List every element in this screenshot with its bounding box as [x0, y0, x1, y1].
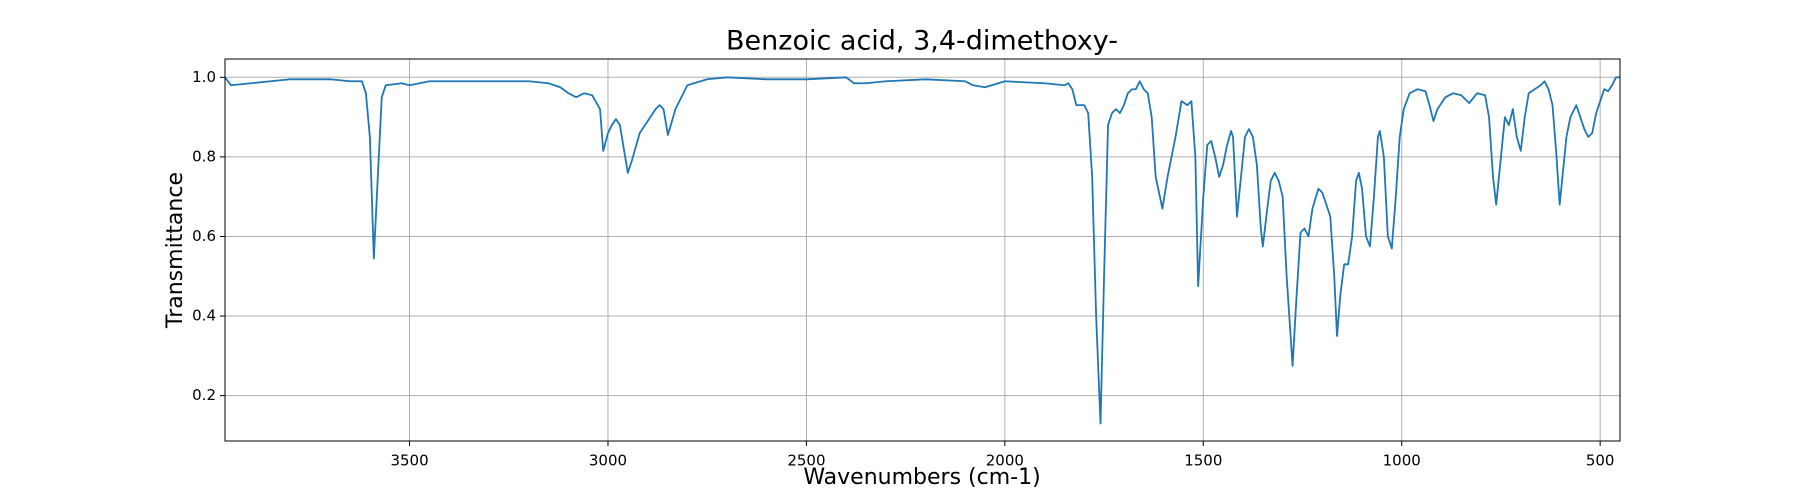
- x-tick-label: 1000: [1383, 452, 1421, 470]
- x-tick-label: 3500: [390, 452, 428, 470]
- y-axis-label: Transmittance: [163, 172, 188, 329]
- y-tick-label: 0.6: [192, 227, 216, 245]
- y-tick-label: 0.8: [192, 147, 216, 165]
- x-tick-label: 2000: [986, 452, 1024, 470]
- chart-title: Benzoic acid, 3,4-dimethoxy-: [726, 26, 1118, 57]
- x-tick-label: 3000: [589, 452, 627, 470]
- x-tick-label: 2500: [787, 452, 825, 470]
- y-tick-label: 0.4: [192, 307, 216, 325]
- plot-frame: [224, 58, 1621, 442]
- x-tick-label: 500: [1586, 452, 1615, 470]
- x-axis-label: Wavenumbers (cm-1): [803, 465, 1040, 490]
- spectrum-line: [224, 76, 1620, 425]
- x-tick-label: 1500: [1184, 452, 1222, 470]
- y-tick-label: 0.2: [192, 386, 216, 404]
- y-tick-label: 1.0: [192, 68, 216, 86]
